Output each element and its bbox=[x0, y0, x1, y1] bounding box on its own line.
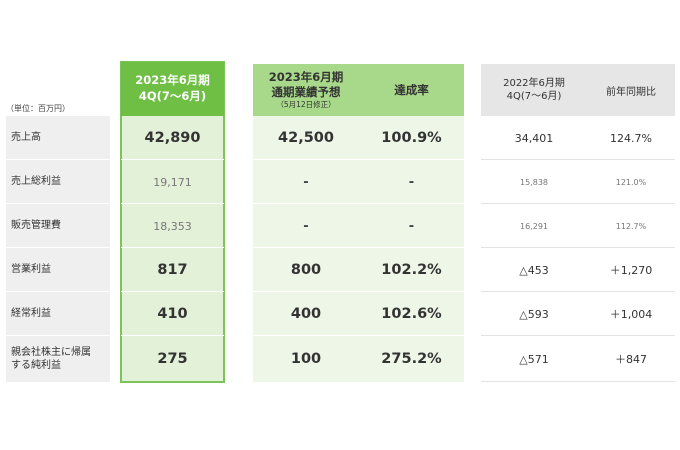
header-prior-line2: 4Q(7～6月) bbox=[506, 91, 562, 102]
prior-net-income: △571 bbox=[519, 352, 549, 366]
row-label-gross-profit: 売上総利益 bbox=[6, 160, 110, 203]
yoy-net-income: ＋847 bbox=[615, 353, 647, 366]
row-label-text: 売上高 bbox=[11, 131, 41, 143]
prior-sales: 34,401 bbox=[514, 131, 554, 145]
unit-label: （単位：百万円） bbox=[6, 104, 70, 113]
row-label-ordinary-profit: 経常利益 bbox=[6, 292, 110, 335]
row-label-text: 営業利益 bbox=[11, 263, 51, 275]
yoy-sga: 112.7% bbox=[615, 221, 647, 231]
prior-ordinary-profit: △593 bbox=[519, 307, 549, 321]
row-label-text: 経常利益 bbox=[11, 307, 51, 319]
header-yoy: 前年同期比 bbox=[587, 64, 675, 116]
header-forecast: 2023年6月期 通期業績予想 （5月12日修正） bbox=[253, 64, 359, 116]
current-sga: 18,353 bbox=[153, 219, 192, 233]
yoy-ordinary-profit: ＋1,004 bbox=[609, 308, 653, 321]
header-forecast-line2: 通期業績予想 bbox=[271, 84, 341, 99]
current-operating-profit: 817 bbox=[157, 262, 188, 278]
header-current-period: 2023年6月期 4Q(7～6月) bbox=[121, 62, 224, 116]
prior-operating-profit: △453 bbox=[519, 263, 549, 277]
header-current-line2: 4Q(7～6月) bbox=[138, 89, 207, 103]
current-gross-profit: 19,171 bbox=[153, 175, 192, 189]
row-label-text-line2: する純利益 bbox=[11, 360, 61, 371]
achievement-sales: 100.9% bbox=[381, 130, 442, 146]
current-net-income: 275 bbox=[157, 351, 188, 367]
forecast-column bbox=[253, 116, 464, 382]
current-ordinary-profit: 410 bbox=[157, 306, 188, 322]
header-forecast-line1: 2023年6月期 bbox=[268, 70, 344, 85]
prior-sga: 16,291 bbox=[520, 221, 548, 231]
current-period-column bbox=[121, 116, 224, 382]
header-prior-period: 2022年6月期 4Q(7～6月) bbox=[481, 64, 587, 116]
row-label-net-income: 親会社株主に帰属 する純利益 bbox=[6, 336, 110, 382]
achievement-gross-profit: - bbox=[408, 174, 415, 190]
achievement-sga: - bbox=[408, 218, 415, 234]
forecast-net-income: 100 bbox=[290, 351, 322, 367]
forecast-sales: 42,500 bbox=[278, 130, 334, 146]
forecast-ordinary-profit: 400 bbox=[290, 306, 322, 322]
prior-gross-profit: 15,838 bbox=[520, 177, 548, 187]
header-current-line1: 2023年6月期 bbox=[135, 73, 210, 88]
header-achievement: 達成率 bbox=[359, 64, 464, 116]
current-sales: 42,890 bbox=[144, 130, 201, 146]
row-label-text: 売上総利益 bbox=[11, 175, 61, 187]
header-prior-line1: 2022年6月期 bbox=[503, 77, 565, 89]
achievement-ordinary-profit: 102.6% bbox=[381, 306, 442, 322]
yoy-sales: 124.7% bbox=[610, 131, 652, 145]
row-label-text-line1: 親会社株主に帰属 bbox=[11, 346, 91, 358]
header-forecast-note: （5月12日修正） bbox=[276, 100, 336, 110]
row-label-text: 販売管理費 bbox=[11, 219, 61, 231]
yoy-gross-profit: 121.0% bbox=[615, 177, 647, 187]
forecast-sga: - bbox=[303, 218, 309, 234]
row-label-sales: 売上高 bbox=[6, 116, 110, 159]
forecast-gross-profit: - bbox=[303, 174, 309, 190]
achievement-operating-profit: 102.2% bbox=[381, 262, 442, 278]
yoy-operating-profit: ＋1,270 bbox=[609, 264, 653, 277]
forecast-operating-profit: 800 bbox=[290, 262, 322, 278]
row-label-operating-profit: 営業利益 bbox=[6, 248, 110, 291]
achievement-net-income: 275.2% bbox=[381, 351, 442, 367]
row-label-sga: 販売管理費 bbox=[6, 204, 110, 247]
